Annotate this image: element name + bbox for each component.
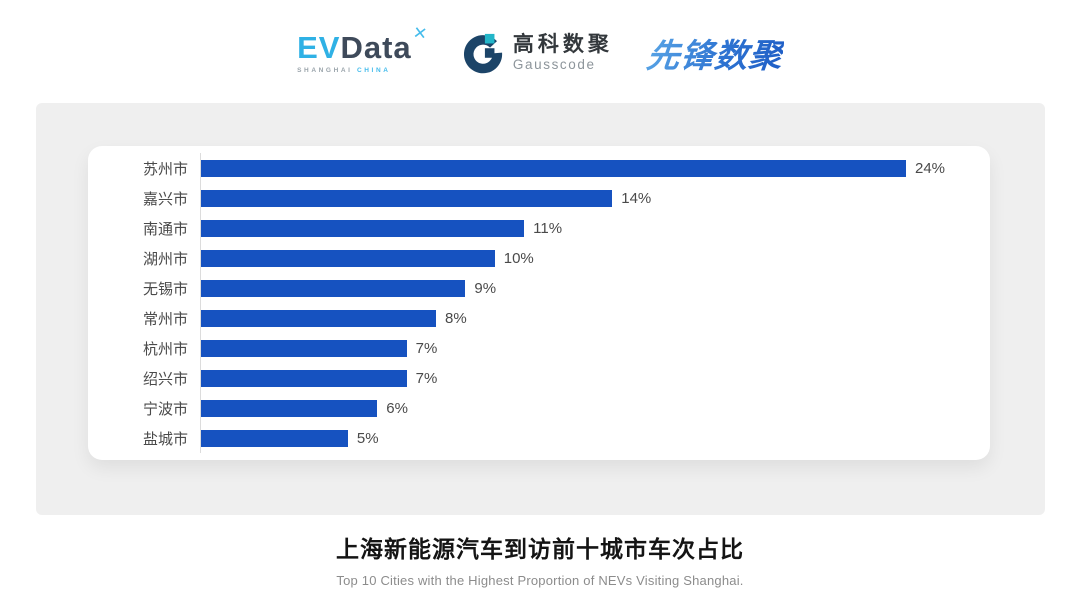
value-label: 14% <box>621 189 652 207</box>
chart-panel: 苏州市 24% 嘉兴市 14% 南通市 11% 湖州市 10% 无锡市 9% <box>36 103 1045 515</box>
bar-chart: 苏州市 24% 嘉兴市 14% 南通市 11% 湖州市 10% 无锡市 9% <box>88 153 990 453</box>
bar-row: 南通市 11% <box>88 213 990 243</box>
bar-track: 8% <box>200 303 990 333</box>
evdata-china-text: CHINA <box>356 66 391 74</box>
bar-track: 6% <box>200 393 990 423</box>
chart-subtitle: Top 10 Cities with the Highest Proportio… <box>336 573 744 588</box>
evdata-wordmark: EV Data ✕ <box>297 23 429 65</box>
bar <box>201 189 613 207</box>
bar-track: 10% <box>200 243 990 273</box>
category-label: 杭州市 <box>142 340 188 358</box>
category-label: 常州市 <box>142 310 188 328</box>
bar <box>201 309 436 327</box>
bar <box>201 369 407 387</box>
chart-card: 苏州市 24% 嘉兴市 14% 南通市 11% 湖州市 10% 无锡市 9% <box>88 146 990 460</box>
value-label: 5% <box>356 429 379 447</box>
header-logos: EV Data ✕ SHANGHAI CHINA 高科数聚 Gausscode 先锋… <box>0 18 1080 88</box>
bar-row: 湖州市 10% <box>88 243 990 273</box>
bar <box>201 159 906 177</box>
bar <box>201 249 495 267</box>
category-label: 盐城市 <box>142 430 188 448</box>
gausscode-g-icon <box>463 33 503 74</box>
bar-track: 14% <box>200 183 990 213</box>
value-label: 24% <box>915 159 946 177</box>
gausscode-cn-text: 高科数聚 <box>512 33 613 57</box>
category-label: 苏州市 <box>142 160 188 178</box>
value-label: 9% <box>474 279 497 297</box>
chart-title: 上海新能源汽车到访前十城市车次占比 <box>336 536 744 562</box>
bar <box>201 279 466 297</box>
value-label: 10% <box>503 249 534 267</box>
bar <box>201 399 378 417</box>
category-label: 湖州市 <box>142 250 188 268</box>
bar <box>201 219 525 237</box>
evdata-data-text: Data <box>340 29 412 65</box>
bar-row: 盐城市 5% <box>88 423 990 453</box>
bar-track: 5% <box>200 423 990 453</box>
footer: 上海新能源汽车到访前十城市车次占比 Top 10 Cities with the… <box>0 530 1080 588</box>
value-label: 8% <box>445 309 467 327</box>
category-label: 无锡市 <box>142 280 188 298</box>
gausscode-en-text: Gausscode <box>512 57 596 73</box>
category-label: 绍兴市 <box>142 370 188 388</box>
bar-track: 9% <box>200 273 990 303</box>
evdata-x-icon: ✕ <box>411 22 430 44</box>
bar <box>201 339 407 357</box>
gausscode-logo: 高科数聚 Gausscode <box>462 32 613 74</box>
evdata-logo: EV Data ✕ SHANGHAI CHINA <box>297 23 429 75</box>
category-label: 南通市 <box>142 220 188 238</box>
bar-row: 宁波市 6% <box>88 393 990 423</box>
bar-row: 杭州市 7% <box>88 333 990 363</box>
bar-row: 苏州市 24% <box>88 153 990 183</box>
bar <box>201 429 348 447</box>
bar-track: 7% <box>200 363 990 393</box>
value-label: 7% <box>415 369 438 387</box>
bar-row: 常州市 8% <box>88 303 990 333</box>
pioneer-logo: 先锋数聚 <box>644 29 785 77</box>
evdata-ev-text: EV <box>297 29 341 65</box>
evdata-shanghai-text: SHANGHAI <box>297 66 353 74</box>
bar-row: 无锡市 9% <box>88 273 990 303</box>
value-label: 7% <box>415 339 438 357</box>
bar-row: 绍兴市 7% <box>88 363 990 393</box>
value-label: 6% <box>386 399 408 417</box>
bar-track: 7% <box>200 333 990 363</box>
category-label: 嘉兴市 <box>142 190 188 208</box>
bar-track: 11% <box>200 213 990 243</box>
category-label: 宁波市 <box>142 400 188 418</box>
bar-track: 24% <box>200 153 990 183</box>
value-label: 11% <box>533 219 563 237</box>
bar-row: 嘉兴市 14% <box>88 183 990 213</box>
gausscode-text: 高科数聚 Gausscode <box>513 34 613 72</box>
evdata-subtext: SHANGHAI CHINA <box>297 66 428 75</box>
